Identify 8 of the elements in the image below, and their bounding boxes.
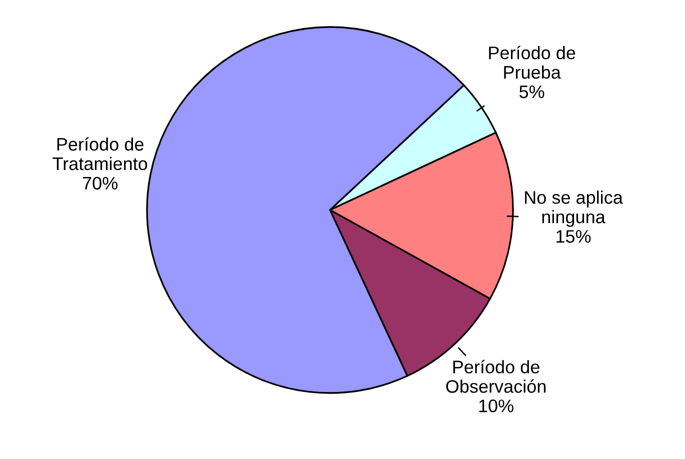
slice-label: Período de Tratamiento [52,137,148,170]
slice-label: No se aplica ninguna [525,190,623,227]
data-label: 70% [82,176,118,190]
slice-label: Período de Prueba [489,46,576,79]
data-label: 5% [519,85,544,98]
data-label: 15% [556,230,591,243]
slice-label: Período de Observación [446,360,546,393]
data-label: 10% [479,400,514,412]
